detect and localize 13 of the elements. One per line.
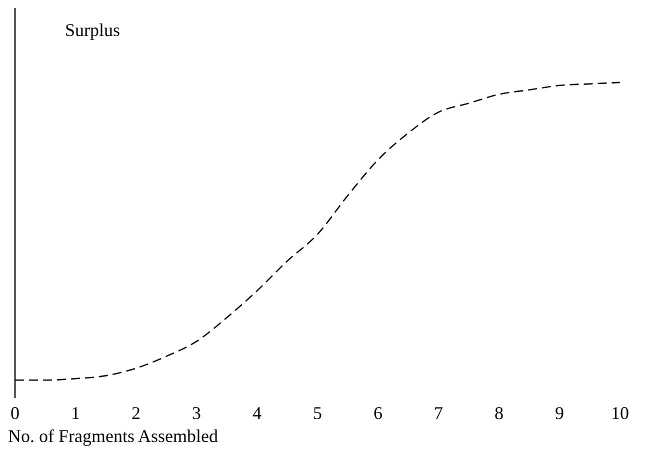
x-tick-label: 7 [434,402,443,423]
x-tick-label: 0 [10,402,20,423]
x-tick-label: 9 [555,402,564,423]
x-tick-label: 2 [132,402,140,423]
x-tick-label: 5 [313,402,322,423]
x-tick-label: 6 [374,402,382,423]
x-tick-label: 10 [611,402,629,423]
x-axis-title: No. of Fragments Assembled [8,426,218,447]
x-tick-label: 4 [252,402,262,423]
x-tick-label: 8 [494,402,504,423]
x-tick-label: 3 [192,402,201,423]
x-tick-label: 1 [71,402,80,423]
y-axis-title: Surplus [65,20,120,41]
